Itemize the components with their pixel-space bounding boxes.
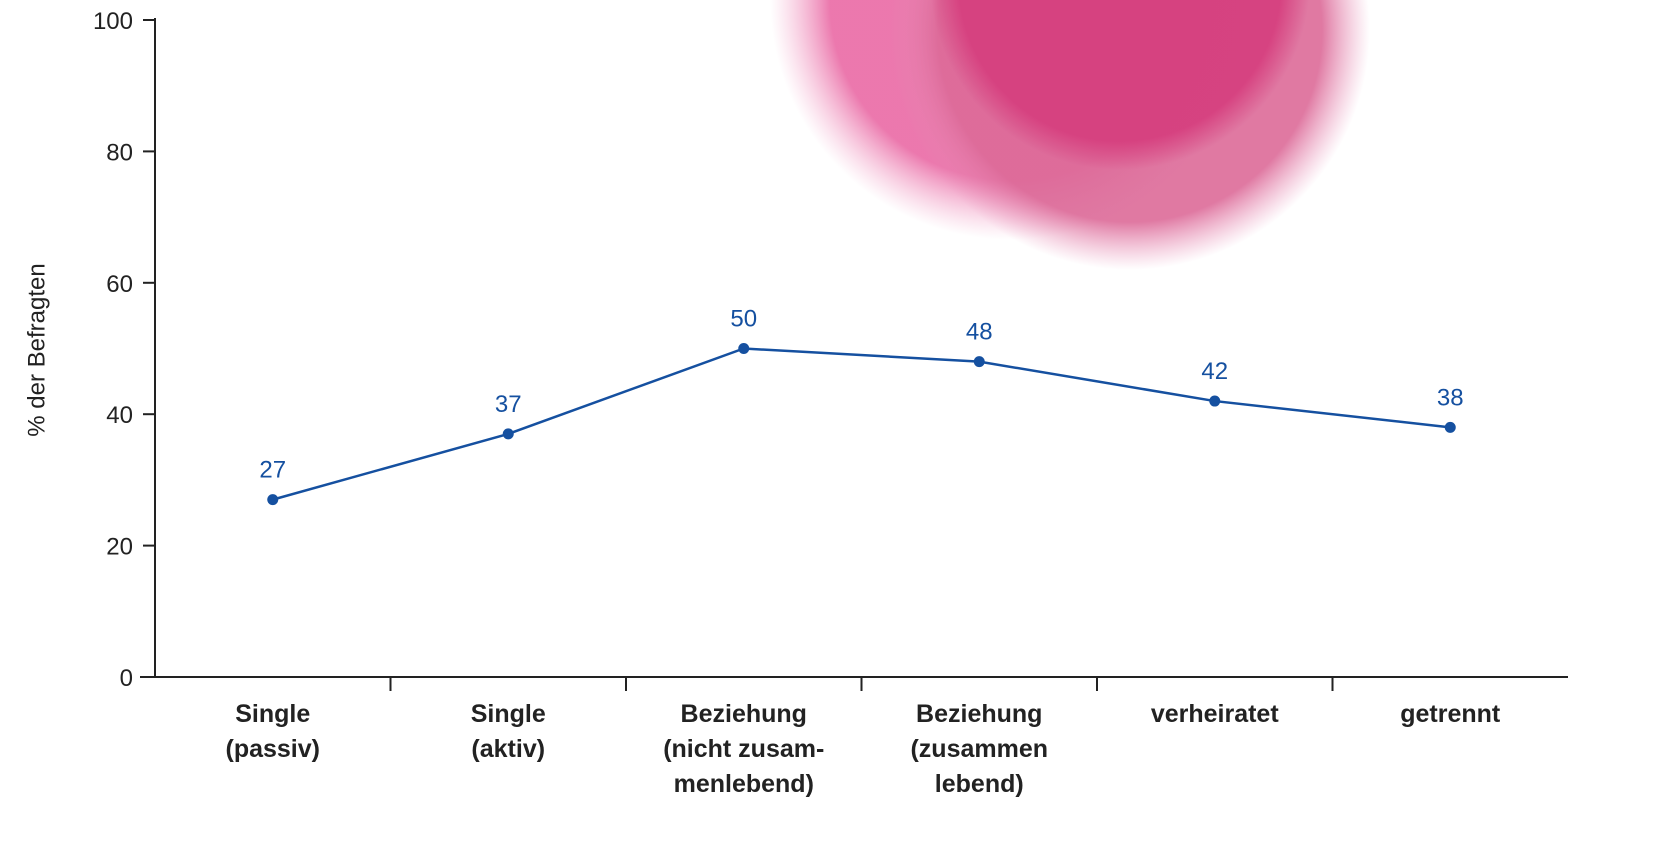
value-label: 50 (730, 306, 757, 333)
value-label: 27 (259, 457, 286, 484)
x-tick-label: Single (aktiv) (471, 700, 546, 763)
point (267, 494, 279, 506)
x-tick-label: getrennt (1400, 700, 1501, 728)
y-tick-label: 80 (106, 139, 133, 166)
y-axis-label: % der Befragten (23, 263, 50, 436)
point (738, 343, 750, 354)
value-label: 37 (495, 391, 522, 418)
y-tick-label: 60 (106, 271, 133, 298)
x-tick-label: Beziehung (zusammen lebend) (910, 700, 1048, 798)
point (1209, 395, 1221, 407)
decoration (770, 0, 1370, 270)
value-label: 38 (1437, 384, 1464, 411)
y-tick-label: 0 (120, 665, 133, 692)
point (973, 356, 985, 368)
y-tick-label: 40 (106, 402, 133, 429)
x-tick-label: Single (passiv) (226, 700, 320, 763)
x-tick-label: verheiratet (1151, 700, 1280, 728)
y-tick-label: 100 (93, 8, 133, 35)
y-tick-label: 20 (106, 534, 133, 561)
value-label: 48 (966, 319, 993, 346)
point (1444, 421, 1456, 433)
x-tick-label: Beziehung (nicht zusam-menlebend) (663, 700, 824, 798)
point (502, 428, 514, 440)
value-label: 42 (1201, 358, 1228, 385)
line (272, 347, 1451, 501)
